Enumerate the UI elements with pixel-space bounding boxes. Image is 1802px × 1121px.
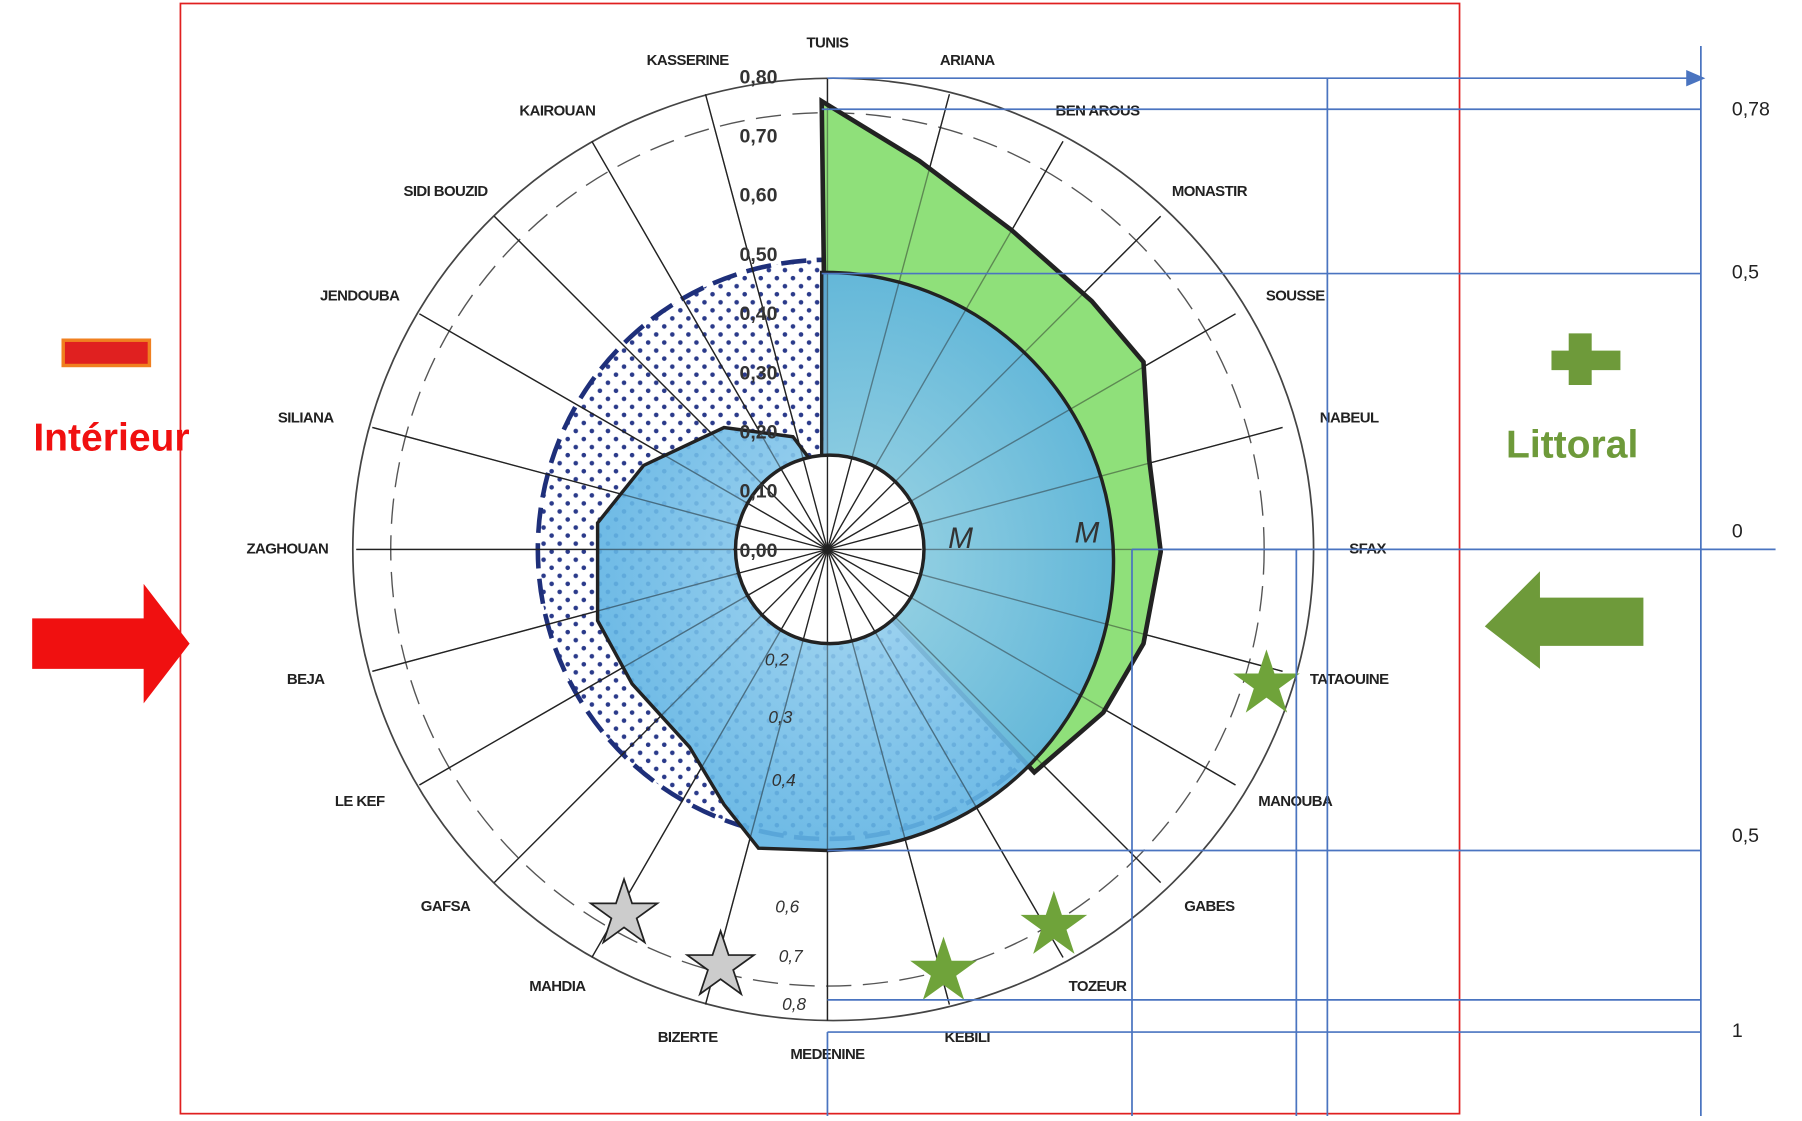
level-label: 0: [1732, 520, 1743, 542]
spoke: [802, 458, 829, 550]
spoke: [826, 549, 853, 641]
green-arrow: [1484, 571, 1644, 669]
region-label: GABES: [1184, 898, 1235, 915]
scale-label: 0,00: [740, 540, 778, 562]
scale-label: 0,80: [740, 66, 778, 88]
scale-label: 0,20: [740, 421, 778, 443]
spoke: [827, 524, 919, 551]
region-label: KAIROUAN: [519, 102, 595, 119]
region-label: JENDOUBA: [320, 288, 400, 305]
red-arrow: [32, 583, 190, 704]
region-label: LE KEF: [335, 793, 385, 810]
region-label: TUNIS: [806, 35, 849, 52]
mark: M: [1075, 516, 1100, 549]
region-label: BEJA: [287, 671, 325, 688]
region-label: TOZEUR: [1069, 978, 1127, 995]
left-label: Intérieur: [33, 417, 189, 460]
spoke: [827, 548, 910, 598]
spoke: [826, 549, 876, 632]
scale-label: 0,50: [740, 244, 778, 266]
hand-scale-label: 0,8: [782, 994, 806, 1014]
region-label: TATAOUINE: [1310, 671, 1389, 688]
frame: [179, 2, 1461, 1115]
hand-scale-label: 0,2: [765, 649, 789, 669]
minus-sign: [61, 338, 152, 368]
right-label: Littoral: [1506, 423, 1638, 466]
region-label: BIZERTE: [658, 1029, 718, 1046]
spoke: [826, 548, 895, 617]
hand-scale-label: 0,3: [768, 707, 792, 727]
region-label: NABEUL: [1320, 409, 1379, 426]
hand-scale-label: 0,6: [775, 896, 799, 916]
level-label: 0,78: [1732, 99, 1770, 121]
spoke: [826, 458, 853, 550]
hand-scale-label: 0,7: [779, 946, 804, 966]
level-label: 0,5: [1732, 825, 1759, 847]
region-label: ARIANA: [940, 52, 995, 69]
scale-label: 0,70: [740, 126, 778, 148]
region-label: GAFSA: [421, 898, 471, 915]
level-label: 0,5: [1732, 262, 1759, 284]
spoke: [745, 501, 828, 550]
scale-label: 0,10: [740, 481, 778, 503]
region-label: ZAGHOUAN: [246, 540, 328, 557]
spoke: [745, 548, 828, 598]
scale-label: 0,30: [740, 362, 778, 384]
stars: [588, 649, 1300, 1000]
region-label: KASSERINE: [647, 52, 730, 69]
scale-label: 0,60: [740, 185, 778, 207]
scale-label: 0,40: [740, 303, 778, 325]
mark: M: [948, 522, 973, 555]
region-label: MONASTIR: [1172, 183, 1248, 200]
region-label: MAHDIA: [529, 978, 586, 995]
spoke: [802, 549, 829, 641]
region-label: SIDI BOUZID: [403, 183, 488, 200]
spoke: [826, 482, 895, 550]
spoke: [827, 501, 910, 550]
region-label: KEBILI: [944, 1029, 990, 1046]
spoke: [779, 467, 829, 550]
region-label: SOUSSE: [1266, 288, 1325, 305]
region-label: BEN AROUS: [1056, 102, 1141, 119]
spoke: [760, 548, 828, 617]
spoke: [736, 548, 828, 575]
spoke: [736, 524, 828, 551]
region-label: SILIANA: [278, 409, 335, 426]
hand-scale-label: 0,4: [772, 770, 796, 790]
plus-sign: [1551, 333, 1621, 386]
spoke: [779, 549, 829, 632]
spoke: [826, 467, 876, 550]
spoke: [827, 548, 919, 575]
guide-lines: [821, 46, 1776, 1116]
spoke: [760, 482, 828, 550]
level-label: 1: [1732, 1020, 1743, 1042]
